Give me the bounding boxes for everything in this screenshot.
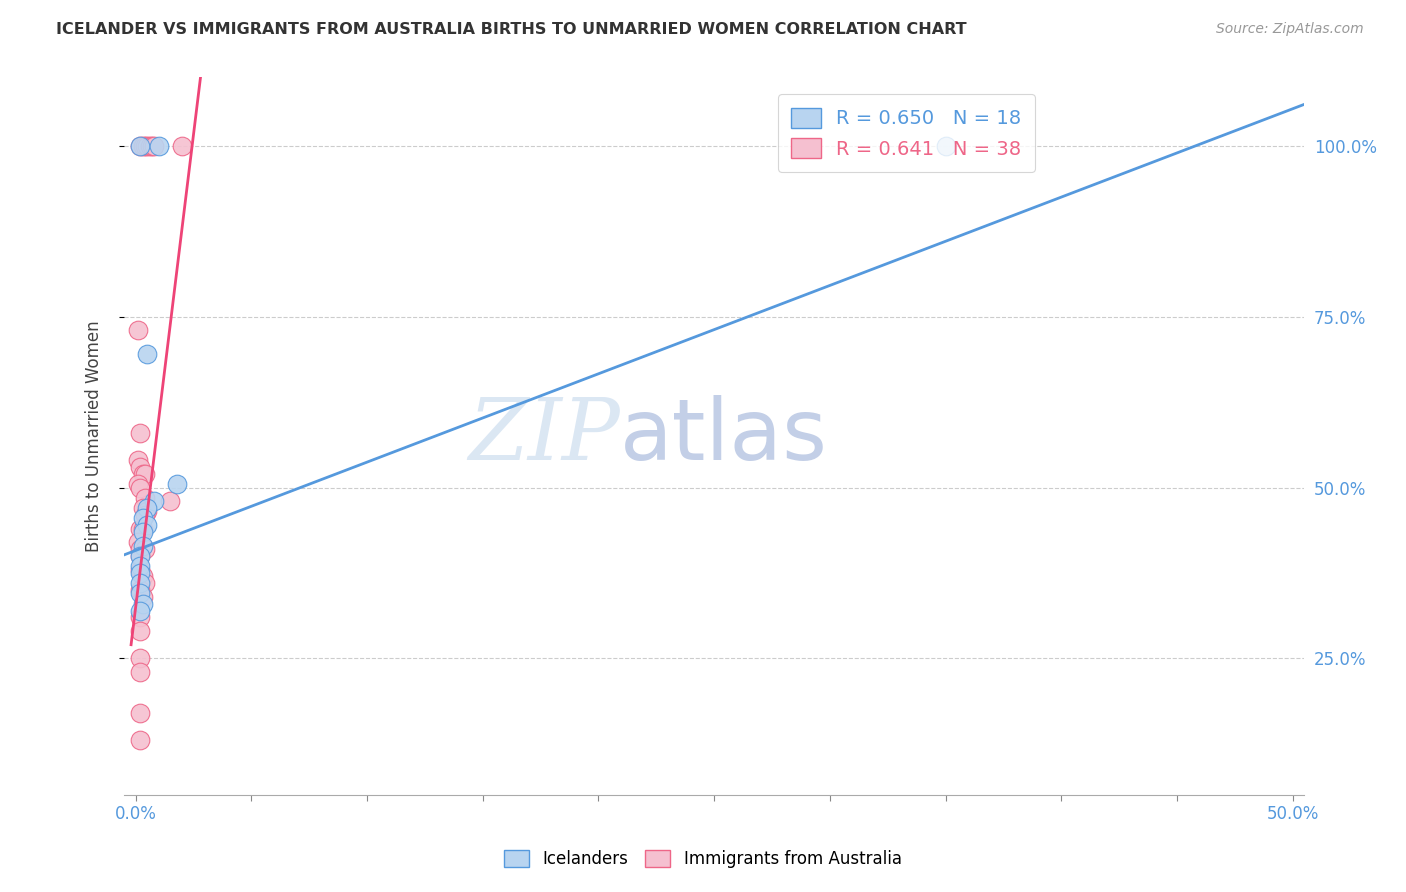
- Point: [143, 494, 166, 508]
- Text: ICELANDER VS IMMIGRANTS FROM AUSTRALIA BIRTHS TO UNMARRIED WOMEN CORRELATION CHA: ICELANDER VS IMMIGRANTS FROM AUSTRALIA B…: [56, 22, 967, 37]
- Point: [129, 733, 152, 747]
- Point: [129, 425, 152, 440]
- Point: [129, 586, 152, 600]
- Point: [136, 501, 159, 516]
- Point: [129, 706, 152, 720]
- Point: [129, 138, 152, 153]
- Point: [129, 460, 152, 475]
- Point: [159, 494, 181, 508]
- Point: [131, 569, 153, 583]
- Point: [131, 597, 153, 611]
- Text: Source: ZipAtlas.com: Source: ZipAtlas.com: [1216, 22, 1364, 37]
- Point: [131, 539, 153, 553]
- Point: [136, 504, 159, 518]
- Point: [129, 481, 152, 495]
- Point: [134, 576, 156, 591]
- Point: [129, 522, 152, 536]
- Point: [136, 518, 159, 533]
- Point: [129, 541, 152, 556]
- Point: [141, 138, 163, 153]
- Point: [136, 138, 159, 153]
- Point: [127, 477, 149, 491]
- Point: [131, 590, 153, 604]
- Point: [134, 508, 156, 522]
- Point: [127, 535, 149, 549]
- Text: atlas: atlas: [620, 395, 828, 478]
- Point: [129, 562, 152, 576]
- Point: [136, 347, 159, 361]
- Point: [129, 549, 152, 563]
- Point: [129, 582, 152, 597]
- Point: [134, 541, 156, 556]
- Point: [131, 467, 153, 481]
- Point: [129, 566, 152, 580]
- Point: [131, 138, 153, 153]
- Point: [138, 138, 160, 153]
- Point: [129, 576, 152, 591]
- Point: [935, 138, 957, 153]
- Legend: Icelanders, Immigrants from Australia: Icelanders, Immigrants from Australia: [498, 843, 908, 875]
- Point: [166, 477, 188, 491]
- Point: [127, 453, 149, 467]
- Point: [129, 624, 152, 638]
- Point: [134, 138, 156, 153]
- Point: [131, 524, 153, 539]
- Point: [134, 467, 156, 481]
- Legend: R = 0.650   N = 18, R = 0.641   N = 38: R = 0.650 N = 18, R = 0.641 N = 38: [778, 95, 1035, 172]
- Point: [129, 603, 152, 617]
- Point: [129, 138, 152, 153]
- Point: [131, 522, 153, 536]
- Point: [127, 323, 149, 337]
- Point: [134, 491, 156, 505]
- Text: ZIP: ZIP: [468, 395, 620, 477]
- Point: [129, 665, 152, 679]
- Point: [129, 651, 152, 665]
- Point: [129, 610, 152, 624]
- Point: [129, 549, 152, 563]
- Point: [131, 501, 153, 516]
- Point: [129, 559, 152, 574]
- Point: [148, 138, 170, 153]
- Y-axis label: Births to Unmarried Women: Births to Unmarried Women: [86, 320, 103, 552]
- Point: [143, 138, 166, 153]
- Point: [170, 138, 193, 153]
- Point: [131, 511, 153, 525]
